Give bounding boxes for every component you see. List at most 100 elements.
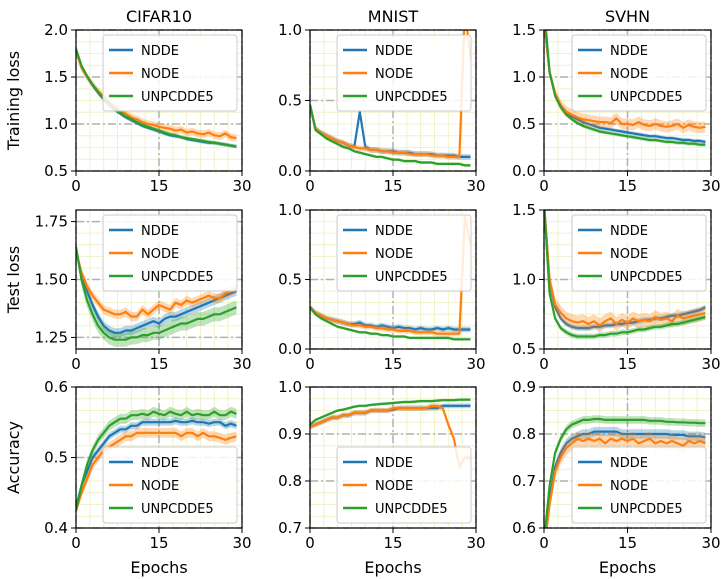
series-line-ndde bbox=[544, 30, 706, 143]
legend: NDDE NODE UNPCDDE5 bbox=[102, 214, 238, 292]
legend-label: UNPCDDE5 bbox=[375, 270, 448, 285]
series-line-unpcdde5 bbox=[310, 398, 471, 426]
series-line-node bbox=[76, 251, 237, 318]
y-tick-label: 1.0 bbox=[278, 21, 302, 39]
series-line-ndde bbox=[76, 249, 237, 334]
plot-area bbox=[310, 214, 472, 341]
x-tick-label: 15 bbox=[149, 177, 168, 195]
y-tick-label: 0.5 bbox=[278, 92, 302, 110]
legend-box bbox=[102, 446, 238, 524]
x-tick-label: 0 bbox=[71, 534, 81, 552]
legend-label: NDDE bbox=[375, 44, 413, 59]
x-tick-label: 0 bbox=[539, 534, 549, 552]
series-line-ndde bbox=[545, 430, 706, 528]
legend-label: NDDE bbox=[141, 224, 179, 239]
x-tick-label: 30 bbox=[466, 534, 485, 552]
y-tick-label: 1.0 bbox=[278, 201, 302, 219]
legend-box bbox=[571, 446, 707, 524]
y-tick-label: 1.5 bbox=[512, 201, 536, 219]
x-tick-label: 30 bbox=[701, 534, 720, 552]
x-tick-label: 0 bbox=[71, 355, 81, 373]
legend-box bbox=[336, 214, 472, 292]
series-line-ndde bbox=[76, 419, 237, 508]
y-tick-label: 1.5 bbox=[512, 21, 536, 39]
x-tick-label: 15 bbox=[618, 355, 637, 373]
legend-label: NDDE bbox=[375, 224, 413, 239]
x-axis-label: Epochs bbox=[364, 558, 421, 577]
panel: 0 15 30 0.7 0.8 0.9 1.0 NDDE NODE UNPCDDE5 bbox=[278, 378, 485, 552]
x-tick-label: 15 bbox=[618, 534, 637, 552]
legend-label: NODE bbox=[610, 247, 648, 262]
x-tick-label: 15 bbox=[383, 177, 402, 195]
legend-label: NODE bbox=[610, 479, 648, 494]
legend-label: NODE bbox=[375, 247, 413, 262]
y-tick-label: 2.0 bbox=[44, 21, 68, 39]
row-label: Training loss bbox=[4, 51, 23, 151]
y-tick-label: 0.6 bbox=[512, 519, 536, 537]
panel: 0 15 30 0.5 1.0 1.5 NDDE NODE UNPCDDE5 bbox=[512, 201, 720, 373]
legend-label: NDDE bbox=[375, 456, 413, 471]
series-band-node bbox=[76, 46, 237, 142]
y-tick-label: 1.0 bbox=[512, 68, 536, 86]
series-line-unpcdde5 bbox=[310, 104, 471, 167]
y-tick-label: 1.5 bbox=[44, 68, 68, 86]
x-tick-label: 30 bbox=[232, 534, 251, 552]
series-line-node bbox=[544, 30, 706, 129]
x-tick-label: 30 bbox=[701, 355, 720, 373]
series-line-unpcdde5 bbox=[76, 410, 237, 511]
y-tick-label: 0.7 bbox=[512, 472, 536, 490]
plot-area bbox=[544, 30, 706, 147]
column-title: MNIST bbox=[368, 7, 419, 26]
x-tick-label: 30 bbox=[466, 177, 485, 195]
legend-label: NDDE bbox=[610, 456, 648, 471]
panel: 0 15 30 0.0 0.5 1.0 1.5 NDDE NODE UNPCDDE5 bbox=[512, 21, 720, 195]
legend: NDDE NODE UNPCDDE5 bbox=[336, 446, 472, 524]
x-tick-label: 15 bbox=[383, 355, 402, 373]
legend-box bbox=[336, 446, 472, 524]
y-tick-label: 0.5 bbox=[44, 162, 68, 180]
series-line-node bbox=[544, 210, 706, 327]
y-tick-label: 0.7 bbox=[278, 519, 302, 537]
y-tick-label: 1.75 bbox=[35, 213, 68, 231]
series-band-node bbox=[76, 427, 237, 516]
legend-label: NDDE bbox=[141, 456, 179, 471]
series-line-unpcdde5 bbox=[310, 306, 471, 341]
legend-label: UNPCDDE5 bbox=[141, 270, 214, 285]
panel: 0 15 30 0.5 1.0 1.5 2.0 NDDE NODE UNPCDDE5 bbox=[44, 21, 251, 195]
legend-label: NODE bbox=[141, 479, 179, 494]
y-tick-label: 0.0 bbox=[278, 340, 302, 358]
y-tick-label: 1.50 bbox=[35, 271, 68, 289]
panel: 0 15 30 1.25 1.50 1.75 NDDE NODE UNPCDDE5 bbox=[35, 209, 252, 373]
legend-label: NDDE bbox=[610, 224, 648, 239]
x-tick-label: 0 bbox=[305, 177, 315, 195]
x-axis-label: Epochs bbox=[130, 558, 187, 577]
y-tick-label: 0.9 bbox=[512, 378, 536, 396]
panel: 0 15 30 0.6 0.7 0.8 0.9 NDDE NODE UNPCDDE5 bbox=[512, 378, 720, 552]
y-tick-label: 0.5 bbox=[512, 115, 536, 133]
x-tick-label: 15 bbox=[618, 177, 637, 195]
legend-label: NDDE bbox=[610, 44, 648, 59]
x-tick-label: 15 bbox=[383, 534, 402, 552]
x-tick-label: 0 bbox=[539, 355, 549, 373]
legend-label: UNPCDDE5 bbox=[375, 502, 448, 517]
series-band-node bbox=[76, 247, 237, 322]
series-line-unpcdde5 bbox=[76, 246, 237, 341]
y-tick-label: 0.9 bbox=[278, 425, 302, 443]
column-title: SVHN bbox=[605, 7, 650, 26]
legend-label: UNPCDDE5 bbox=[375, 90, 448, 105]
legend-label: NODE bbox=[610, 67, 648, 82]
panel: 0 15 30 0.0 0.5 1.0 NDDE NODE UNPCDDE5 bbox=[278, 21, 485, 195]
y-tick-label: 1.0 bbox=[44, 115, 68, 133]
legend: NDDE NODE UNPCDDE5 bbox=[571, 34, 707, 112]
x-tick-label: 30 bbox=[701, 177, 720, 195]
plot-area bbox=[544, 415, 706, 528]
x-tick-label: 15 bbox=[149, 534, 168, 552]
series-line-unpcdde5 bbox=[544, 210, 706, 338]
legend: NDDE NODE UNPCDDE5 bbox=[336, 214, 472, 292]
series-band-ndde bbox=[76, 244, 237, 338]
plot-area bbox=[76, 240, 237, 347]
column-title: CIFAR10 bbox=[126, 7, 192, 26]
legend-label: UNPCDDE5 bbox=[141, 502, 214, 517]
series-line-node bbox=[310, 30, 472, 158]
